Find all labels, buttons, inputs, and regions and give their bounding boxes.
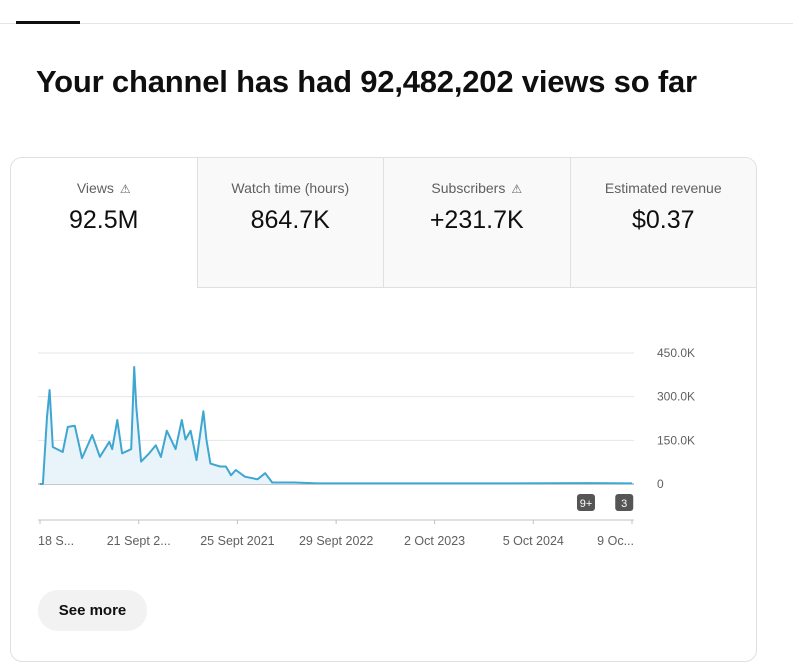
warning-icon: ⚠ xyxy=(119,182,131,196)
x-tick-label: 18 S... xyxy=(38,534,74,548)
metric-label: Subscribers xyxy=(431,180,506,196)
annotation-label: 3 xyxy=(621,498,627,510)
x-tick-label: 29 Sept 2022 xyxy=(299,534,373,548)
metric-value: 864.7K xyxy=(250,206,330,234)
y-tick-label: 300.0K xyxy=(657,390,695,404)
page-title: Your channel has had 92,482,202 views so… xyxy=(36,64,697,99)
views-line xyxy=(40,366,633,485)
y-tick-label: 0 xyxy=(657,477,664,491)
annotation-badge xyxy=(615,494,634,511)
metric-label: Views xyxy=(76,180,114,196)
x-tick-label: 25 Sept 2021 xyxy=(200,534,274,548)
metric-subscribers[interactable]: Subscribers ⚠ +231.7K xyxy=(383,158,570,288)
tab-bar: Overview Content Audience Revenue Trends xyxy=(16,0,560,24)
annotation-badge xyxy=(576,494,595,511)
tab-revenue[interactable]: Revenue xyxy=(340,0,450,24)
metric-value: $0.37 xyxy=(631,206,695,234)
metric-views[interactable]: Views ⚠ 92.5M xyxy=(11,158,197,288)
x-tick-label: 9 Oc... xyxy=(597,534,634,548)
metric-watch-time[interactable]: Watch time (hours) 864.7K xyxy=(196,158,383,288)
views-area xyxy=(40,367,632,484)
tab-audience[interactable]: Audience xyxy=(230,0,340,24)
warning-icon: ⚠ xyxy=(511,182,523,196)
tab-trends[interactable]: Trends xyxy=(450,0,560,24)
y-tick-label: 450.0K xyxy=(657,346,695,360)
x-tick-label: 2 Oct 2023 xyxy=(404,534,465,548)
metric-label: Watch time (hours) xyxy=(231,180,350,196)
active-tab-indicator xyxy=(16,21,80,24)
metric-revenue[interactable]: Estimated revenue $0.37 xyxy=(569,158,756,288)
see-more-button[interactable]: See more xyxy=(38,590,147,631)
metric-label: Estimated revenue xyxy=(604,180,722,196)
x-tick-label: 5 Oct 2024 xyxy=(503,534,564,548)
tab-divider xyxy=(0,23,793,24)
annotation-label: 9+ xyxy=(580,498,593,510)
metric-value: +231.7K xyxy=(429,206,524,234)
metric-value: 92.5M xyxy=(69,206,139,234)
x-tick-label: 21 Sept 2... xyxy=(107,534,171,548)
overview-card: Views ⚠ 92.5M Watch time (hours) 864.7K S… xyxy=(10,157,757,662)
y-tick-label: 150.0K xyxy=(657,433,695,447)
tab-overview[interactable]: Overview xyxy=(16,0,80,24)
tab-content[interactable]: Content xyxy=(120,0,230,24)
